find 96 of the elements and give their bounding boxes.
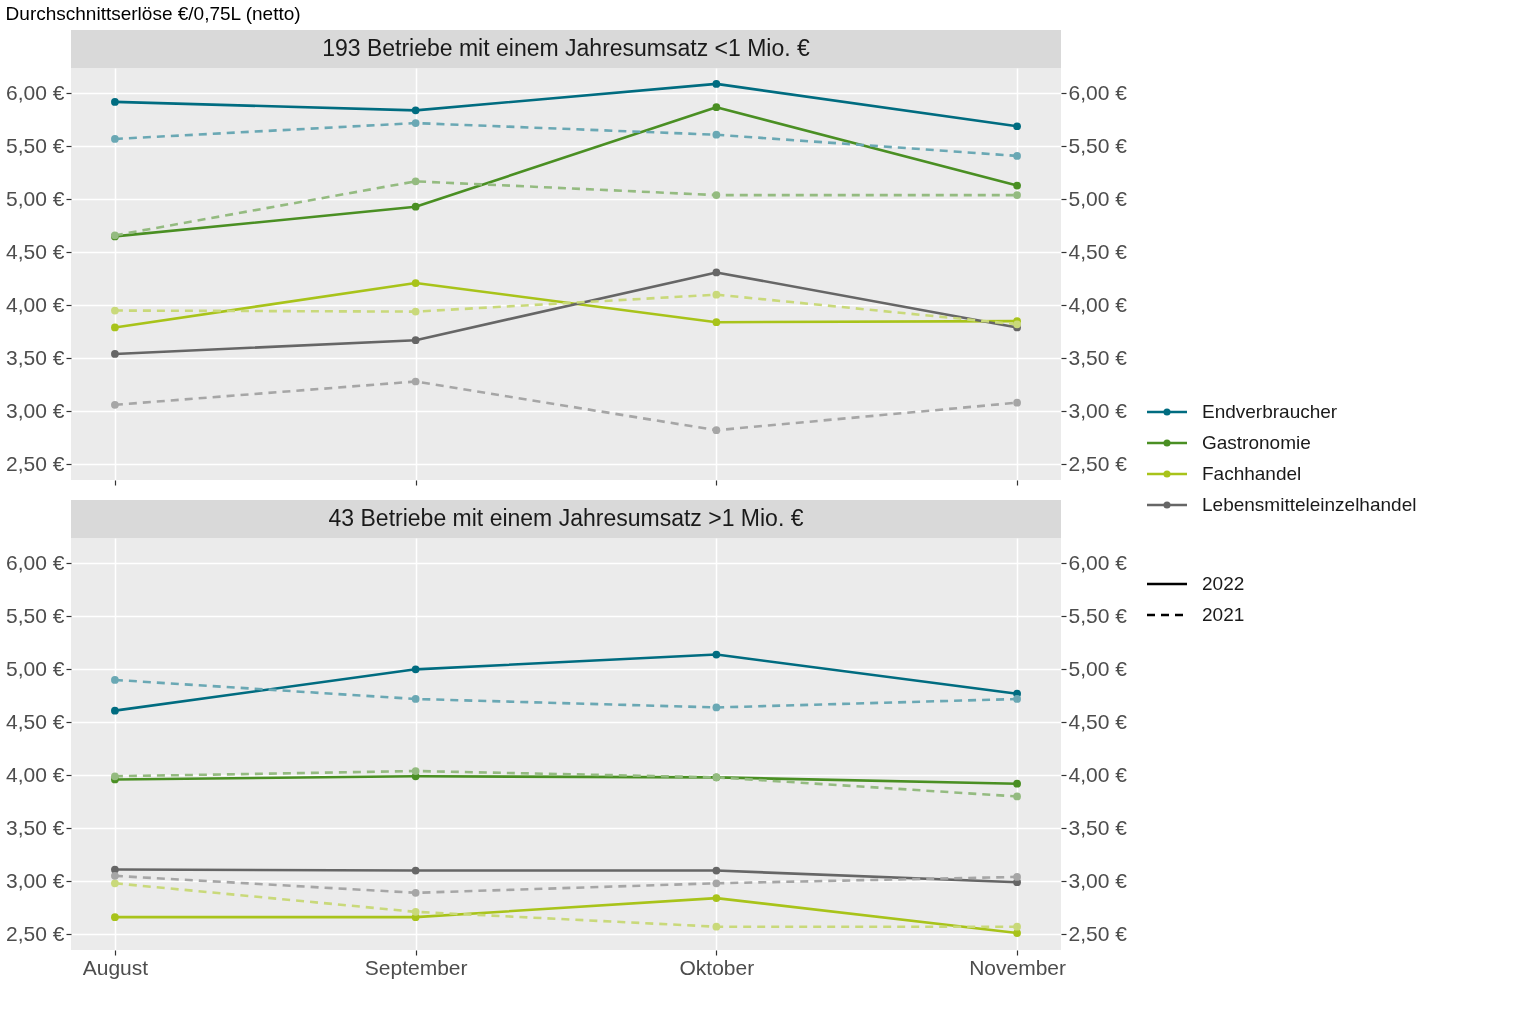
point (111, 135, 119, 143)
point (1013, 873, 1021, 881)
y-tick-label: 4,50 € (6, 709, 65, 733)
point (111, 872, 119, 880)
point (712, 130, 721, 139)
point (712, 426, 721, 435)
y2-tick-label: 4,50 € (1068, 709, 1128, 733)
y2-tick-label: 6,00 € (1068, 550, 1128, 574)
y2-tick-label: 2,50 € (1068, 451, 1128, 475)
point (411, 908, 420, 916)
y2-tick-label: 3,50 € (1068, 345, 1128, 369)
x-tick-label: Oktober (679, 955, 755, 979)
y-tick-label: 3,00 € (6, 398, 65, 422)
point (712, 922, 721, 931)
x-tick-label: September (364, 955, 468, 979)
legend-label: Fachhandel (1202, 463, 1302, 484)
y-axis-title: Durchschnittserlöse €/0,75L (netto) (5, 3, 301, 24)
point (712, 318, 721, 327)
point (1013, 792, 1021, 801)
point (411, 695, 420, 703)
point (411, 888, 420, 897)
point (411, 202, 420, 211)
y-tick-label: 3,00 € (6, 868, 65, 892)
point (111, 98, 119, 106)
point (411, 279, 420, 287)
y2-tick-label: 4,00 € (1068, 762, 1128, 786)
legend-label: Gastronomie (1202, 432, 1311, 453)
point (1013, 779, 1021, 788)
point (1013, 922, 1021, 931)
point (111, 879, 119, 888)
point (712, 191, 721, 199)
text: 2021 (1202, 604, 1245, 625)
y-tick-label: 5,50 € (6, 133, 65, 157)
y-tick-label: 2,50 € (6, 451, 65, 475)
y2-tick-label: 3,00 € (1068, 398, 1128, 422)
point (712, 268, 721, 277)
y-tick-label: 3,50 € (6, 815, 65, 839)
point (1013, 695, 1021, 703)
point (411, 866, 420, 875)
y-tick-label: 4,00 € (6, 292, 65, 316)
point (411, 767, 420, 775)
y2-tick-label: 3,00 € (1068, 868, 1128, 892)
point (712, 650, 721, 659)
point (1013, 122, 1021, 131)
point (411, 336, 420, 345)
point (111, 706, 119, 715)
point (712, 703, 721, 712)
y-tick-label: 5,50 € (6, 603, 65, 627)
text: 2022 (1202, 573, 1245, 594)
chart-title: 193 Betriebe mit einem Jahresumsatz <1 Mio. € (322, 35, 811, 61)
y-tick-label: 4,00 € (6, 762, 65, 786)
point (411, 106, 420, 115)
point (712, 290, 721, 299)
point (111, 400, 119, 409)
y-tick-label: 6,00 € (6, 80, 65, 104)
point (712, 866, 721, 875)
y2-tick-label: 6,00 € (1068, 80, 1128, 104)
y2-tick-label: 5,00 € (1068, 656, 1128, 680)
y-tick-label: 4,50 € (6, 239, 65, 263)
point (712, 879, 721, 888)
x-tick-label: November (969, 955, 1067, 979)
point (411, 177, 420, 186)
point (1013, 181, 1021, 190)
legend-label: Endverbraucher (1202, 401, 1338, 422)
y2-tick-label: 3,50 € (1068, 815, 1128, 839)
chart-title: 43 Betriebe mit einem Jahresumsatz >1 Mio. € (328, 505, 804, 531)
point (111, 350, 119, 358)
point (111, 865, 119, 874)
point (712, 103, 721, 112)
point (411, 665, 420, 674)
point (411, 307, 420, 316)
point (111, 323, 119, 332)
point (1013, 929, 1021, 937)
point (111, 306, 119, 315)
y-tick-label: 5,00 € (6, 656, 65, 680)
y2-tick-label: 4,50 € (1068, 239, 1128, 263)
y-tick-label: 3,50 € (6, 345, 65, 369)
y2-tick-label: 5,50 € (1068, 133, 1128, 157)
y2-tick-label: 5,00 € (1068, 186, 1128, 210)
point (411, 377, 420, 386)
point (712, 80, 721, 88)
point (712, 894, 721, 902)
y-tick-label: 6,00 € (6, 550, 65, 574)
point (1013, 152, 1021, 160)
y2-tick-label: 5,50 € (1068, 603, 1128, 627)
legend-label: Lebensmitteleinzelhandel (1202, 494, 1417, 515)
y-tick-label: 5,00 € (6, 186, 65, 210)
point (1013, 398, 1021, 407)
y2-tick-label: 2,50 € (1068, 921, 1128, 945)
point (1013, 191, 1021, 199)
y2-tick-label: 4,00 € (1068, 292, 1128, 316)
y-tick-label: 2,50 € (6, 921, 65, 945)
point (111, 913, 119, 922)
point (411, 119, 420, 127)
x-tick-label: August (82, 955, 149, 979)
point (111, 676, 119, 684)
